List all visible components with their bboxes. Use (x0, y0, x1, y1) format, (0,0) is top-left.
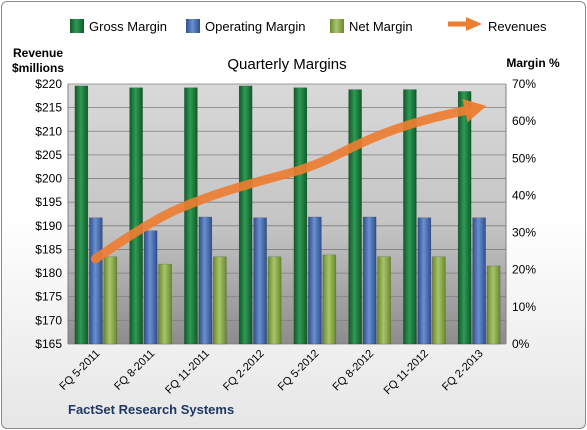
revenues-point (204, 196, 206, 198)
legend: Gross Margin Operating Margin Net Margin… (70, 17, 547, 34)
revenues-point (94, 258, 96, 260)
net-margin-bar (322, 254, 337, 345)
legend-label-revenues: Revenues (488, 19, 547, 34)
revenues-point (149, 220, 151, 222)
net-margin-bar (213, 256, 227, 345)
operating-margin-bar (308, 216, 322, 345)
gross-margin-bar (184, 87, 198, 345)
revenues-point (313, 166, 315, 168)
operating-margin-bar (253, 217, 267, 345)
legend-swatch-operating-margin (186, 19, 200, 33)
left-tick-label: $165 (35, 337, 62, 351)
right-tick-label: 70% (512, 77, 536, 91)
legend-label-operating-margin: Operating Margin (205, 19, 305, 34)
legend-label-net-margin: Net Margin (349, 19, 413, 34)
left-tick-label: $175 (35, 290, 62, 304)
right-axis-title: Margin % (506, 56, 560, 70)
operating-margin-bar (472, 217, 486, 345)
revenues-point (423, 118, 425, 120)
net-margin-bar (377, 256, 391, 345)
revenue-line (90, 98, 487, 264)
legend-swatch-net-margin (330, 19, 344, 33)
footer-company: FactSet Research Systems (68, 402, 234, 417)
revenues-arrowhead (462, 98, 487, 123)
right-tick-label: 0% (512, 337, 530, 351)
gross-margin-bar (129, 87, 143, 345)
right-tick-label: 60% (512, 114, 536, 128)
legend-label-gross-margin: Gross Margin (89, 19, 167, 34)
category-label: FQ 8-2011 (112, 348, 157, 393)
category-label: FQ 11-2011 (163, 348, 212, 397)
net-margin-bar (103, 256, 118, 345)
net-margin-bar (267, 256, 282, 345)
left-tick-label: $220 (35, 77, 62, 91)
net-margin-bar (486, 265, 501, 345)
operating-margin-bar (198, 216, 213, 345)
net-margin-bar (432, 256, 446, 345)
chart-title: Quarterly Margins (227, 56, 346, 73)
legend-swatch-gross-margin (70, 19, 84, 33)
right-axis-ticks: 0% 10% 20% 30% 40% 50% 60% 70% (512, 77, 536, 351)
left-tick-label: $210 (35, 124, 62, 138)
net-margin-bar (158, 263, 172, 345)
right-tick-label: 10% (512, 300, 536, 314)
left-axis-title-line1: Revenue (13, 46, 63, 60)
category-label: FQ 2-2013 (440, 348, 486, 394)
gross-margin-bar (74, 85, 89, 345)
category-labels: FQ 5-2011 FQ 8-2011 FQ 11-2011 FQ 2-2012 FQ … (57, 348, 485, 397)
left-tick-label: $170 (35, 313, 62, 327)
gross-margin-bar (348, 89, 362, 345)
category-label: FQ 5-2012 (276, 348, 322, 394)
operating-margin-bar (89, 217, 103, 345)
revenues-point (259, 180, 261, 182)
left-tick-label: $205 (35, 148, 62, 162)
category-label: FQ 8-2012 (331, 348, 377, 394)
gross-margin-bar (403, 89, 417, 345)
left-tick-label: $190 (35, 219, 62, 233)
left-tick-label: $200 (35, 172, 62, 186)
right-tick-label: 50% (512, 151, 536, 165)
bars (74, 85, 501, 345)
legend-arrow-revenues (466, 17, 482, 31)
gross-margin-bar (238, 85, 253, 345)
revenues-point (368, 137, 370, 139)
category-label: FQ 11-2012 (382, 348, 431, 397)
gross-margin-bar (293, 87, 308, 345)
right-tick-label: 20% (512, 263, 536, 277)
gross-margin-bar (457, 91, 472, 345)
left-axis-title-line2: $millions (12, 61, 64, 75)
operating-margin-bar (143, 230, 158, 345)
operating-margin-bar (417, 217, 432, 345)
operating-margin-bar (362, 216, 377, 345)
revenues-line (90, 105, 472, 264)
category-label: FQ 5-2011 (57, 348, 102, 393)
category-label: FQ 2-2012 (221, 348, 267, 394)
revenues-point (478, 107, 480, 109)
left-tick-label: $185 (35, 242, 62, 256)
right-tick-label: 40% (512, 188, 536, 202)
left-axis-ticks: $165 $170 $175 $180 $185 $190 $195 $200 $205 $210… (35, 77, 62, 351)
left-tick-label: $195 (35, 195, 62, 209)
left-tick-label: $180 (35, 266, 62, 280)
right-tick-label: 30% (512, 226, 536, 240)
left-tick-label: $215 (35, 101, 62, 115)
